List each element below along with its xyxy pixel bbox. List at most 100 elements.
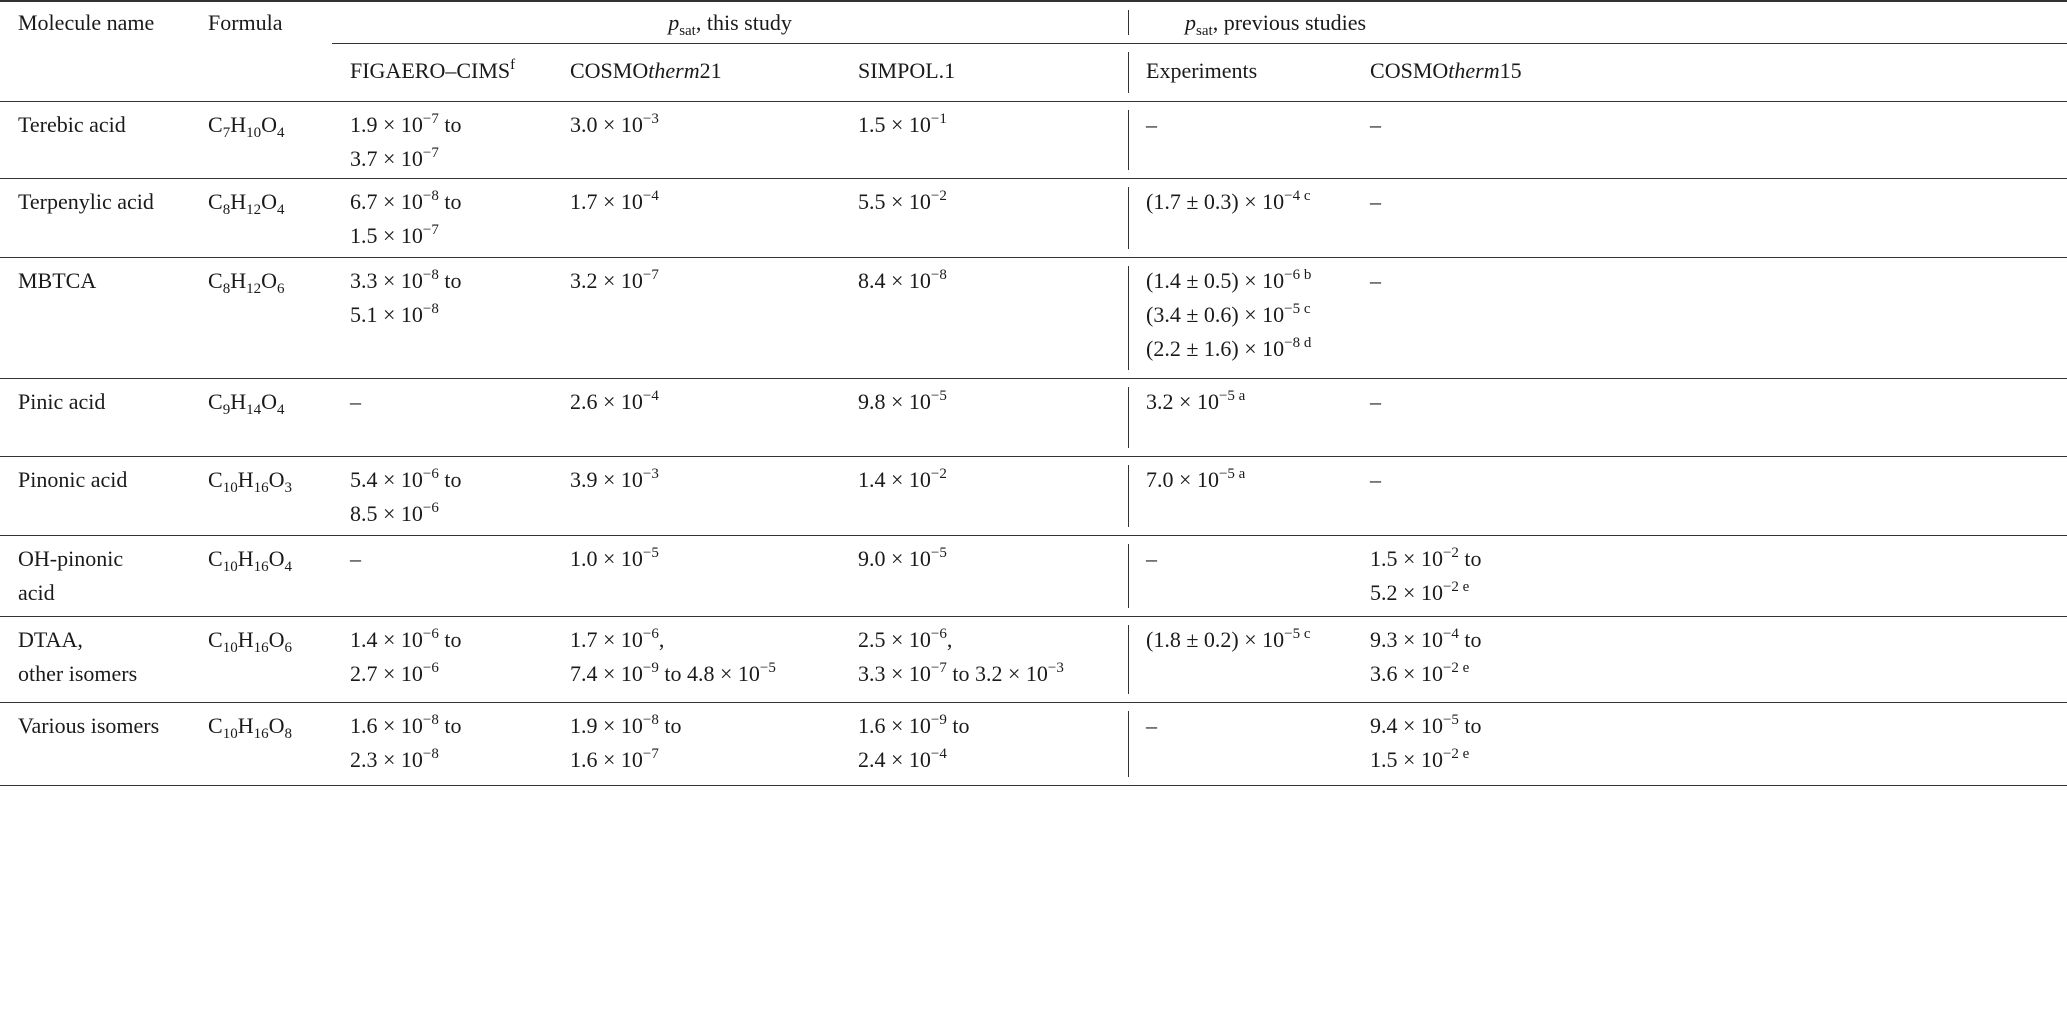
text: – (1146, 112, 1158, 137)
subscript: 4 (284, 559, 292, 575)
text: – (1370, 112, 1382, 137)
text: 3.7 × 10 (350, 146, 423, 171)
figaero-cims-cell: 1.9 × 10−7 to 3.7 × 10−7 (332, 101, 552, 179)
experiments-cell: (1.4 ± 0.5) × 10−6 b (3.4 ± 0.6) × 10−5 c… (1128, 257, 1353, 379)
text: other isomers (18, 661, 138, 686)
cell-line: 1.6 × 10−9 to (858, 709, 1128, 743)
cell-line: 3.2 × 10−5 a (1146, 385, 1352, 419)
cell-line: 3.9 × 10−3 (570, 463, 840, 497)
cosmotherm15-cell: 9.3 × 10−4 to 3.6 × 10−2 e (1352, 616, 2067, 703)
text: H (230, 389, 247, 414)
cell-line: 7.4 × 10−9 to 4.8 × 10−5 (570, 657, 840, 691)
cell-line: – (1146, 108, 1352, 142)
text: (2.2 ± 1.6) × 10 (1146, 336, 1285, 361)
superscript: −6 (422, 660, 439, 676)
text: 1.6 × 10 (858, 713, 931, 738)
text: DTAA, (18, 627, 83, 652)
cell-line: – (1146, 542, 1352, 576)
text: to (658, 713, 682, 738)
table-row: Pinonic acid C10H16O3 5.4 × 10−6 to 8.5 × 1… (0, 456, 2067, 536)
text: 1.5 × 10 (1370, 747, 1443, 772)
molecule-name-cell: Terpenylic acid (0, 178, 190, 258)
text: – (1370, 389, 1382, 414)
molecule-name-cell: DTAA, other isomers (0, 616, 190, 703)
cell-line: 1.6 × 10−7 (570, 743, 840, 777)
cell-line: 1.5 × 10−2 e (1370, 743, 2067, 777)
text: 3.6 × 10 (1370, 661, 1443, 686)
cell-line: 9.3 × 10−4 to (1370, 623, 2067, 657)
text: to (438, 467, 462, 492)
superscript: −2 (1442, 545, 1459, 561)
subscript: 10 (222, 640, 238, 656)
subscript: 10 (246, 125, 262, 141)
superscript: −6 (642, 626, 659, 642)
simpol1-cell: 1.5 × 10−1 (840, 101, 1129, 179)
text: 3.3 × 10 (350, 268, 423, 293)
superscript: −5 c (1284, 301, 1311, 317)
text: O (268, 627, 285, 652)
header-blank (0, 44, 190, 102)
text: C (208, 112, 223, 137)
superscript: −8 (422, 301, 439, 317)
text: Terebic acid (18, 112, 126, 137)
text: to (438, 627, 462, 652)
text: Pinic acid (18, 389, 106, 414)
cell-line: (3.4 ± 0.6) × 10−5 c (1146, 298, 1352, 332)
cell-line: DTAA, (18, 623, 190, 657)
cell-line: 3.3 × 10−7 to 3.2 × 10−3 (858, 657, 1128, 691)
text: to (438, 189, 462, 214)
cosmotherm15-cell: – (1352, 101, 2067, 179)
superscript: −7 (422, 145, 439, 161)
superscript: −2 e (1442, 579, 1470, 595)
cell-line: 5.4 × 10−6 to (350, 463, 552, 497)
text: to (438, 268, 462, 293)
text: H (237, 467, 254, 492)
text: O (261, 389, 277, 414)
cosmotherm15-cell: – (1352, 378, 2067, 457)
text: H (230, 268, 247, 293)
text: SIMPOL.1 (858, 58, 956, 83)
formula-cell: C8H12O6 (190, 257, 332, 379)
superscript: −1 (930, 111, 947, 127)
molecule-name-cell: Terebic acid (0, 101, 190, 179)
superscript: −5 a (1218, 388, 1246, 404)
superscript: −6 (422, 500, 439, 516)
cell-line: 1.5 × 10−1 (858, 108, 1128, 142)
superscript: −7 (422, 111, 439, 127)
cell-line: (1.4 ± 0.5) × 10−6 b (1146, 264, 1352, 298)
cell-line: OH-pinonic (18, 542, 190, 576)
text: 8.5 × 10 (350, 501, 423, 526)
text: , this study (695, 10, 792, 35)
text: 6.7 × 10 (350, 189, 423, 214)
text: 21 (699, 58, 722, 83)
cell-line: 3.0 × 10−3 (570, 108, 840, 142)
superscript: −8 (642, 712, 659, 728)
text: (1.8 ± 0.2) × 10 (1146, 627, 1285, 652)
text: 9.3 × 10 (1370, 627, 1443, 652)
text: O (268, 467, 285, 492)
cosmotherm15-cell: – (1352, 456, 2067, 536)
cell-line: 1.5 × 10−7 (350, 219, 552, 253)
cell-line: – (1370, 463, 2067, 497)
superscript: −2 (930, 188, 947, 204)
text: – (1146, 546, 1158, 571)
text: H (237, 546, 254, 571)
superscript: −5 (759, 660, 776, 676)
header-formula: Formula (190, 0, 332, 44)
text: 7.0 × 10 (1146, 467, 1219, 492)
text: O (268, 546, 285, 571)
cell-line: 2.7 × 10−6 (350, 657, 552, 691)
text: Various isomers (18, 713, 160, 738)
superscript: −7 (642, 267, 659, 283)
cell-line: 3.2 × 10−7 (570, 264, 840, 298)
cell-line: 2.5 × 10−6, (858, 623, 1128, 657)
text: 1.0 × 10 (570, 546, 643, 571)
subscript: 4 (276, 402, 285, 418)
text: FIGAERO–CIMS (350, 58, 511, 83)
cell-line: – (1146, 709, 1352, 743)
simpol1-cell: 2.5 × 10−6, 3.3 × 10−7 to 3.2 × 10−3 (840, 616, 1129, 703)
superscript: −6 b (1284, 267, 1312, 283)
cosmotherm15-cell: 1.5 × 10−2 to 5.2 × 10−2 e (1352, 535, 2067, 617)
cell-line: – (1370, 264, 2067, 298)
header-simpol1: SIMPOL.1 (840, 43, 1129, 102)
